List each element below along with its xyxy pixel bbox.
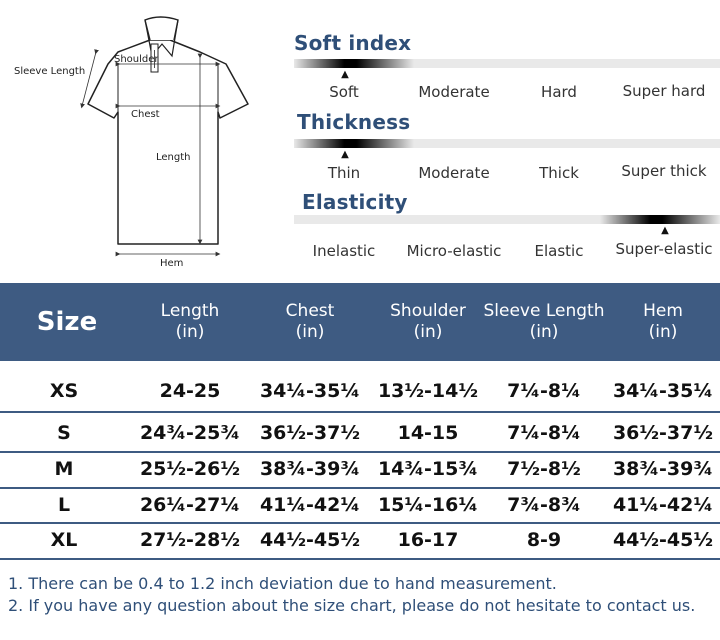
- header-length: Length: [160, 301, 220, 321]
- length-cell: 24-25: [159, 380, 221, 402]
- header-length-cell: Length (in): [134, 283, 246, 361]
- elasticity-option: Super-elastic: [615, 240, 713, 258]
- header-shoulder-cell: Shoulder (in): [374, 283, 482, 361]
- elasticity-option: Inelastic: [312, 242, 376, 260]
- size-cell: XS: [49, 380, 79, 402]
- soft-index-option: Soft: [329, 83, 359, 101]
- thickness-option: Thin: [327, 164, 361, 182]
- shoulder-cell: 15¼-16¼: [377, 494, 479, 516]
- row-divider: [0, 522, 720, 524]
- header-chest-unit: (in): [295, 322, 325, 342]
- shoulder-cell: 16-17: [397, 529, 459, 551]
- header-hem-cell: Hem (in): [606, 283, 720, 361]
- length-label: Length: [156, 152, 191, 163]
- sleeve-length-cell: 7¼-8¼: [507, 422, 581, 444]
- sleeve-length-cell: 7¾-8¾: [507, 494, 581, 516]
- header-shoulder-unit: (in): [413, 322, 443, 342]
- chest-cell: 34¼-35¼: [259, 380, 361, 402]
- header-sleeve-length-unit: (in): [529, 322, 559, 342]
- elasticity-option: Micro-elastic: [406, 242, 502, 260]
- chest-cell: 41¼-42¼: [259, 494, 361, 516]
- soft-index-marker-icon: ▲: [341, 69, 349, 80]
- soft-index-bar: [294, 59, 720, 68]
- table-row: S 24¾-25¾ 36½-37½ 14-15 7¼-8¼ 36½-37½: [0, 416, 720, 450]
- table-row: M 25½-26½ 38¾-39¾ 14¾-15¾ 7½-8½ 38¾-39¾: [0, 452, 720, 486]
- chest-cell: 36½-37½: [259, 422, 361, 444]
- chest-cell: 44½-45½: [259, 529, 361, 551]
- hem-cell: 41¼-42¼: [612, 494, 714, 516]
- table-row: XL 27½-28½ 44½-45½ 16-17 8-9 44½-45½: [0, 523, 720, 557]
- header-sleeve-length-cell: Sleeve Length (in): [482, 283, 606, 361]
- thickness-option: Thick: [539, 164, 579, 182]
- note-deviation: 1. There can be 0.4 to 1.2 inch deviatio…: [8, 574, 557, 593]
- sleeve-length-cell: 7½-8½: [507, 458, 581, 480]
- elasticity-title: Elasticity: [302, 190, 408, 214]
- shirt-measurement-diagram: Sleeve Length Shoulder Chest Length Hem: [0, 0, 290, 280]
- soft-index-indicator: [294, 59, 414, 68]
- table-row: L 26¼-27¼ 41¼-42¼ 15¼-16¼ 7¾-8¾ 41¼-42¼: [0, 488, 720, 522]
- table-row: XS 24-25 34¼-35¼ 13½-14½ 7¼-8¼ 34¼-35¼: [0, 374, 720, 408]
- row-divider: [0, 451, 720, 453]
- shoulder-cell: 14-15: [397, 422, 459, 444]
- shoulder-label: Shoulder: [114, 54, 159, 65]
- chest-cell: 38¾-39¾: [259, 458, 361, 480]
- sleeve-length-label: Sleeve Length: [14, 66, 86, 77]
- sleeve-length-cell: 7¼-8¼: [507, 380, 581, 402]
- header-size-cell: Size: [0, 283, 134, 361]
- hem-cell: 36½-37½: [612, 422, 714, 444]
- chest-label: Chest: [131, 109, 160, 120]
- elasticity-indicator: [600, 215, 720, 224]
- header-hem-unit: (in): [648, 322, 678, 342]
- header-sleeve-length: Sleeve Length: [483, 301, 605, 321]
- elasticity-option: Elastic: [534, 242, 584, 260]
- length-cell: 26¼-27¼: [139, 494, 241, 516]
- size-cell: S: [57, 422, 71, 444]
- soft-index-option: Super hard: [622, 82, 706, 100]
- row-divider: [0, 558, 720, 560]
- header-chest-cell: Chest (in): [246, 283, 374, 361]
- hem-label: Hem: [160, 258, 184, 269]
- header-shoulder: Shoulder: [390, 301, 466, 321]
- elasticity-marker-icon: ▲: [661, 225, 669, 236]
- header-chest: Chest: [285, 301, 335, 321]
- thickness-marker-icon: ▲: [341, 149, 349, 160]
- size-cell: XL: [50, 529, 78, 551]
- size-table-header: Size Length (in) Chest (in) Shoulder (in…: [0, 283, 720, 361]
- sleeve-length-cell: 8-9: [526, 529, 562, 551]
- shoulder-cell: 13½-14½: [377, 380, 479, 402]
- size-cell: M: [54, 458, 74, 480]
- polo-shirt-icon: [80, 16, 249, 257]
- header-size: Size: [36, 306, 98, 337]
- header-hem: Hem: [643, 301, 683, 321]
- soft-index-title: Soft index: [294, 31, 412, 55]
- size-cell: L: [57, 494, 71, 516]
- length-cell: 24¾-25¾: [139, 422, 241, 444]
- elasticity-bar: [294, 215, 720, 224]
- soft-index-option: Hard: [541, 83, 577, 101]
- soft-index-option: Moderate: [418, 83, 490, 101]
- hem-cell: 44½-45½: [612, 529, 714, 551]
- thickness-indicator: [294, 139, 414, 148]
- thickness-bar: [294, 139, 720, 148]
- length-cell: 25½-26½: [139, 458, 241, 480]
- row-divider: [0, 487, 720, 489]
- hem-cell: 38¾-39¾: [612, 458, 714, 480]
- thickness-option: Moderate: [418, 164, 490, 182]
- header-length-unit: (in): [175, 322, 205, 342]
- shoulder-cell: 14¾-15¾: [377, 458, 479, 480]
- row-divider: [0, 411, 720, 413]
- note-contact: 2. If you have any question about the si…: [8, 596, 696, 615]
- length-cell: 27½-28½: [139, 529, 241, 551]
- hem-cell: 34¼-35¼: [612, 380, 714, 402]
- thickness-title: Thickness: [297, 110, 411, 134]
- thickness-option: Super thick: [621, 162, 707, 180]
